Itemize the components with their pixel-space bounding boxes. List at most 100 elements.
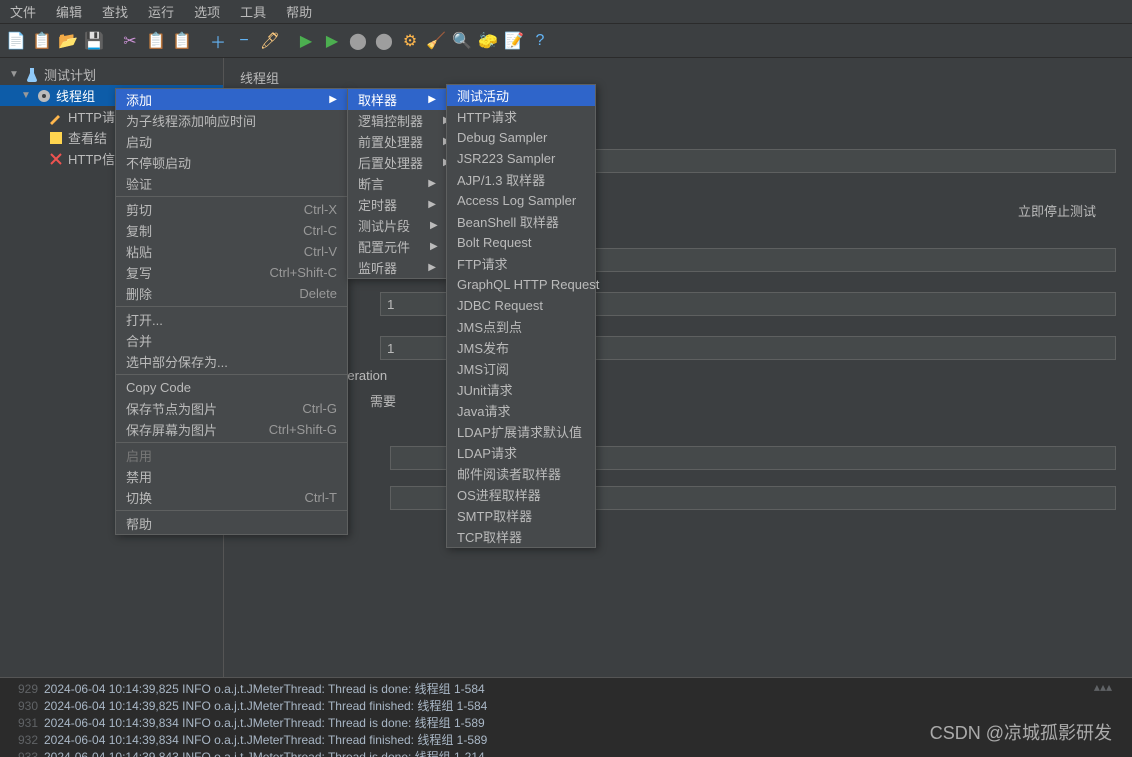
sub-后置处理器[interactable]: 后置处理器▶: [348, 152, 446, 173]
sampler-SMTP取样器[interactable]: SMTP取样器: [447, 505, 595, 526]
sampler-Debug Sampler[interactable]: Debug Sampler: [447, 127, 595, 148]
sub-定时器[interactable]: 定时器▶: [348, 194, 446, 215]
ctx-复制[interactable]: 复制Ctrl-C: [116, 220, 347, 241]
minus-icon[interactable]: −: [232, 29, 256, 53]
sampler-JMS订阅[interactable]: JMS订阅: [447, 358, 595, 379]
sampler-JMS点到点[interactable]: JMS点到点: [447, 316, 595, 337]
reset-icon[interactable]: 🧽: [476, 29, 500, 53]
ctx-帮助[interactable]: 帮助: [116, 513, 347, 534]
save-icon[interactable]: 💾: [82, 29, 106, 53]
menu-编辑[interactable]: 编辑: [46, 2, 92, 21]
expand-icon: ▼: [20, 90, 32, 101]
sub-监听器[interactable]: 监听器▶: [348, 257, 446, 278]
run-icon[interactable]: ▶: [294, 29, 318, 53]
add-submenu: 取样器▶逻辑控制器▶前置处理器▶后置处理器▶断言▶定时器▶测试片段▶配置元件▶监…: [347, 88, 447, 279]
sampler-AJP/1.3 取样器[interactable]: AJP/1.3 取样器: [447, 169, 595, 190]
expand-icon: ▼: [8, 69, 20, 80]
tree-root[interactable]: ▼ 测试计划: [0, 64, 223, 85]
sub-断言[interactable]: 断言▶: [348, 173, 446, 194]
ctx-验证[interactable]: 验证: [116, 173, 347, 194]
copy-icon[interactable]: 📋: [144, 29, 168, 53]
plus-icon[interactable]: ＋: [206, 29, 230, 53]
sampler-OS进程取样器[interactable]: OS进程取样器: [447, 484, 595, 505]
sub-取样器[interactable]: 取样器▶: [348, 89, 446, 110]
results-icon: [48, 130, 64, 146]
menu-选项[interactable]: 选项: [184, 2, 230, 21]
templates-icon[interactable]: 📋: [30, 29, 54, 53]
func-icon[interactable]: 📝: [502, 29, 526, 53]
sampler-JUnit请求[interactable]: JUnit请求: [447, 379, 595, 400]
paste-icon[interactable]: 📋: [170, 29, 194, 53]
ctx-粘贴[interactable]: 粘贴Ctrl-V: [116, 241, 347, 262]
sub-测试片段[interactable]: 测试片段▶: [348, 215, 446, 236]
stop-icon[interactable]: ⬤: [346, 29, 370, 53]
sampler-邮件阅读者取样器[interactable]: 邮件阅读者取样器: [447, 463, 595, 484]
tree-root-label: 测试计划: [44, 65, 96, 84]
ctx-选中部分保存为...[interactable]: 选中部分保存为...: [116, 351, 347, 372]
ctx-添加[interactable]: 添加▶: [116, 89, 347, 110]
tree-child-label: HTTP请: [68, 107, 115, 126]
ctx-保存屏幕为图片[interactable]: 保存屏幕为图片Ctrl+Shift-G: [116, 419, 347, 440]
sampler-HTTP请求[interactable]: HTTP请求: [447, 106, 595, 127]
ctx-复写[interactable]: 复写Ctrl+Shift-C: [116, 262, 347, 283]
sampler-FTP请求[interactable]: FTP请求: [447, 253, 595, 274]
log-line: 9302024-06-04 10:14:39,825 INFO o.a.j.t.…: [4, 697, 1128, 714]
sampler-Java请求[interactable]: Java请求: [447, 400, 595, 421]
context-menu: 添加▶为子线程添加响应时间启动不停顿启动验证剪切Ctrl-X复制Ctrl-C粘贴…: [115, 88, 348, 535]
ctx-保存节点为图片[interactable]: 保存节点为图片Ctrl-G: [116, 398, 347, 419]
sampler-JSR223 Sampler[interactable]: JSR223 Sampler: [447, 148, 595, 169]
menu-运行[interactable]: 运行: [138, 2, 184, 21]
help-icon[interactable]: ?: [528, 29, 552, 53]
shutdown-icon[interactable]: ⬤: [372, 29, 396, 53]
sampler-submenu: 测试活动HTTP请求Debug SamplerJSR223 SamplerAJP…: [446, 84, 596, 548]
toolbar: 📄📋📂💾✂📋📋＋−🖊▶▶⬤⬤⚙🧹🔍🧽📝?: [0, 24, 1132, 58]
menu-文件[interactable]: 文件: [0, 2, 46, 21]
ctx-启用: 启用: [116, 445, 347, 466]
wand-icon[interactable]: 🖊: [258, 29, 282, 53]
log-line: 9322024-06-04 10:14:39,834 INFO o.a.j.t.…: [4, 731, 1128, 748]
sampler-LDAP请求[interactable]: LDAP请求: [447, 442, 595, 463]
menu-查找[interactable]: 查找: [92, 2, 138, 21]
ctx-合并[interactable]: 合并: [116, 330, 347, 351]
ctx-为子线程添加响应时间[interactable]: 为子线程添加响应时间: [116, 110, 347, 131]
tree-child-label: HTTP信: [68, 149, 115, 168]
ctx-不停顿启动[interactable]: 不停顿启动: [116, 152, 347, 173]
log-panel: ▴▴▴ 9292024-06-04 10:14:39,825 INFO o.a.…: [0, 677, 1132, 757]
menu-工具[interactable]: 工具: [230, 2, 276, 21]
ctx-Copy Code[interactable]: Copy Code: [116, 377, 347, 398]
ctx-禁用[interactable]: 禁用: [116, 466, 347, 487]
ctx-切换[interactable]: 切换Ctrl-T: [116, 487, 347, 508]
log-line: 9292024-06-04 10:14:39,825 INFO o.a.j.t.…: [4, 680, 1128, 697]
sampler-测试活动[interactable]: 测试活动: [447, 85, 595, 106]
run-no-icon[interactable]: ▶: [320, 29, 344, 53]
caret-icon[interactable]: ▴▴▴: [1094, 680, 1112, 694]
sampler-GraphQL HTTP Request[interactable]: GraphQL HTTP Request: [447, 274, 595, 295]
clear-icon[interactable]: ⚙: [398, 29, 422, 53]
panel-title: 线程组: [240, 68, 1116, 87]
sampler-LDAP扩展请求默认值[interactable]: LDAP扩展请求默认值: [447, 421, 595, 442]
ctx-打开...[interactable]: 打开...: [116, 309, 347, 330]
cut-icon[interactable]: ✂: [118, 29, 142, 53]
ctx-删除[interactable]: 删除Delete: [116, 283, 347, 304]
clear-all-icon[interactable]: 🧹: [424, 29, 448, 53]
sub-配置元件[interactable]: 配置元件▶: [348, 236, 446, 257]
menubar: 文件编辑查找运行选项工具帮助: [0, 0, 1132, 24]
tree-child-label: 查看结: [68, 128, 107, 147]
search-icon[interactable]: 🔍: [450, 29, 474, 53]
sampler-BeanShell 取样器[interactable]: BeanShell 取样器: [447, 211, 595, 232]
sampler-JMS发布[interactable]: JMS发布: [447, 337, 595, 358]
sampler-JDBC Request[interactable]: JDBC Request: [447, 295, 595, 316]
menu-帮助[interactable]: 帮助: [276, 2, 322, 21]
new-icon[interactable]: 📄: [4, 29, 28, 53]
sampler-Access Log Sampler[interactable]: Access Log Sampler: [447, 190, 595, 211]
stop-text: 立即停止测试: [1018, 201, 1116, 220]
ctx-剪切[interactable]: 剪切Ctrl-X: [116, 199, 347, 220]
need-label: 需要: [370, 391, 396, 410]
log-line: 9312024-06-04 10:14:39,834 INFO o.a.j.t.…: [4, 714, 1128, 731]
ctx-启动[interactable]: 启动: [116, 131, 347, 152]
open-icon[interactable]: 📂: [56, 29, 80, 53]
sampler-Bolt Request[interactable]: Bolt Request: [447, 232, 595, 253]
sub-前置处理器[interactable]: 前置处理器▶: [348, 131, 446, 152]
sampler-TCP取样器[interactable]: TCP取样器: [447, 526, 595, 547]
sub-逻辑控制器[interactable]: 逻辑控制器▶: [348, 110, 446, 131]
